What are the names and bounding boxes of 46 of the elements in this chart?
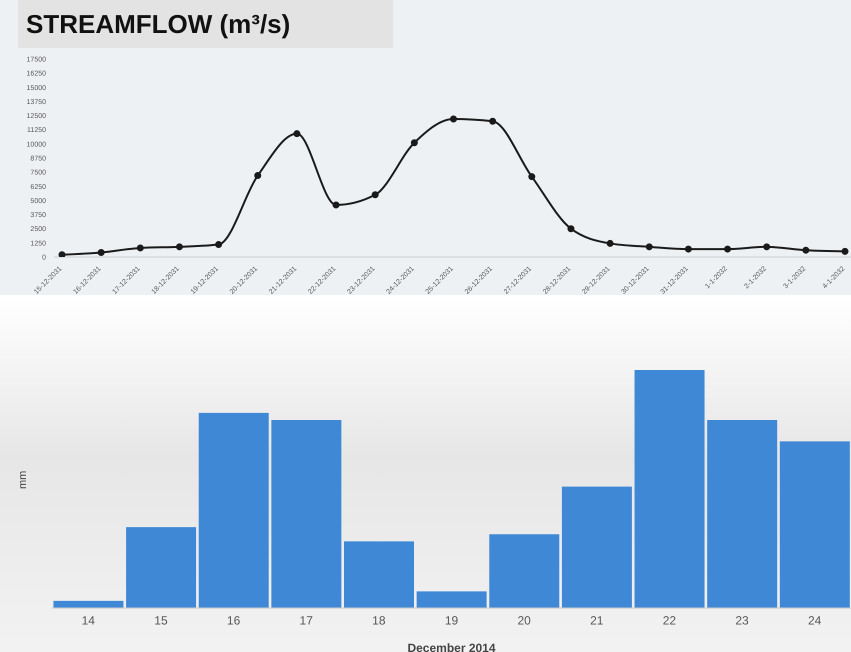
point bbox=[802, 246, 810, 254]
point bbox=[528, 173, 536, 180]
point bbox=[842, 248, 848, 255]
point bbox=[646, 243, 653, 250]
y-axis-title: mm bbox=[16, 470, 29, 489]
x-tick-label: 22 bbox=[662, 614, 676, 628]
point bbox=[410, 139, 418, 146]
x-tick-label: 21 bbox=[590, 614, 604, 628]
bar bbox=[53, 600, 124, 608]
point bbox=[176, 243, 183, 250]
bar bbox=[416, 591, 487, 608]
bar bbox=[271, 420, 342, 608]
x-tick-label: 14 bbox=[82, 614, 96, 628]
point bbox=[215, 241, 222, 248]
x-tick-label: 20 bbox=[517, 614, 532, 628]
x-tick-label: 16 bbox=[226, 614, 241, 628]
bar bbox=[344, 541, 414, 608]
point bbox=[332, 201, 340, 208]
x-tick-label: 23 bbox=[735, 614, 750, 628]
point bbox=[372, 191, 379, 198]
x-tick-label: 17 bbox=[300, 614, 314, 628]
point bbox=[724, 246, 732, 253]
point bbox=[254, 172, 262, 180]
bar bbox=[489, 534, 560, 608]
bar bbox=[780, 441, 850, 608]
point bbox=[58, 251, 66, 257]
bar bbox=[126, 527, 196, 608]
x-tick-label: 19 bbox=[444, 614, 458, 628]
bar bbox=[562, 486, 632, 608]
x-tick-label: 18 bbox=[372, 614, 386, 628]
bar bbox=[707, 420, 778, 608]
bar bbox=[634, 370, 705, 608]
x-tick-label: 15 bbox=[154, 614, 168, 628]
point bbox=[606, 240, 614, 247]
x-axis-title: December 2014 bbox=[407, 641, 496, 652]
bar bbox=[198, 412, 269, 608]
x-tick-label: 24 bbox=[808, 614, 822, 628]
point bbox=[763, 243, 770, 250]
point bbox=[567, 225, 574, 232]
point bbox=[489, 118, 496, 125]
point bbox=[293, 130, 300, 138]
point bbox=[684, 246, 692, 253]
point bbox=[450, 115, 457, 122]
chart-title: STREAMFLOW (m³/s) bbox=[18, 0, 393, 48]
point bbox=[98, 248, 105, 256]
point bbox=[136, 244, 144, 252]
